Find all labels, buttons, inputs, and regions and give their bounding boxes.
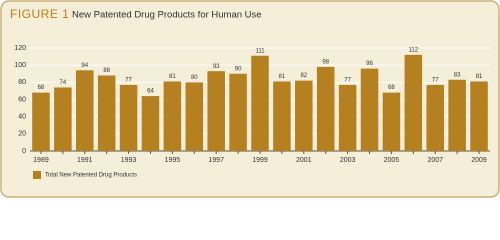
x-tick-label: 1989 [33, 157, 49, 164]
y-tick-label: 100 [14, 62, 26, 69]
value-label: 81 [169, 74, 176, 80]
figure-label: FIGURE 1 [10, 7, 69, 21]
x-tick-label: 2007 [427, 157, 443, 164]
value-label: 98 [322, 59, 329, 65]
value-label: 82 [300, 73, 307, 79]
value-label: 81 [279, 74, 286, 80]
value-label: 111 [255, 48, 265, 54]
bar [382, 92, 401, 151]
x-tick-label: 1991 [77, 157, 93, 164]
bar [54, 87, 72, 151]
bar [426, 84, 444, 151]
y-tick-label: 40 [18, 114, 26, 121]
x-tick-label: 2005 [384, 157, 400, 164]
value-label: 88 [103, 68, 110, 74]
x-tick-label: 1995 [165, 157, 181, 164]
y-tick-label: 80 [18, 79, 26, 86]
value-label: 90 [235, 66, 242, 72]
x-tick-label: 1993 [121, 157, 137, 164]
bar [251, 55, 269, 151]
bar [273, 81, 291, 151]
chart: FIGURE 1 New Patented Drug Products for … [0, 0, 500, 198]
y-tick-label: 120 [14, 45, 26, 52]
bar [295, 80, 313, 151]
value-label: 77 [344, 77, 351, 83]
bar [316, 66, 335, 151]
bar [185, 82, 204, 151]
y-tick-label: 60 [18, 96, 26, 103]
bar [207, 71, 225, 151]
legend-swatch [33, 171, 41, 179]
bar [163, 81, 182, 151]
x-tick-label: 1999 [252, 157, 268, 164]
chart-title: New Patented Drug Products for Human Use [72, 10, 262, 21]
value-label: 77 [432, 77, 439, 83]
value-label: 112 [409, 47, 419, 53]
bar [448, 79, 466, 151]
bar [404, 54, 423, 151]
bar [470, 81, 488, 151]
value-label: 68 [38, 85, 45, 91]
y-tick-label: 20 [18, 131, 26, 138]
value-label: 64 [147, 89, 154, 95]
bar [97, 75, 116, 151]
value-label: 81 [476, 74, 483, 80]
bar [32, 92, 50, 151]
value-label: 93 [213, 64, 220, 70]
x-tick-label: 2009 [471, 157, 487, 164]
value-label: 77 [125, 77, 132, 83]
value-label: 80 [191, 75, 198, 81]
x-tick-label: 1997 [208, 157, 224, 164]
y-tick-label: 0 [22, 148, 26, 155]
bar [141, 96, 160, 151]
value-label: 83 [454, 72, 461, 78]
legend-label: Total New Patented Drug Products [45, 173, 137, 179]
value-label: 96 [366, 61, 373, 67]
value-label: 68 [388, 85, 395, 91]
bar [229, 73, 247, 151]
bar [360, 68, 379, 151]
bar [119, 84, 138, 151]
x-tick-label: 2001 [296, 157, 312, 164]
value-label: 74 [60, 80, 67, 86]
bar [76, 70, 94, 151]
bar [338, 84, 357, 151]
x-tick-label: 2003 [340, 157, 356, 164]
value-label: 94 [81, 63, 88, 69]
